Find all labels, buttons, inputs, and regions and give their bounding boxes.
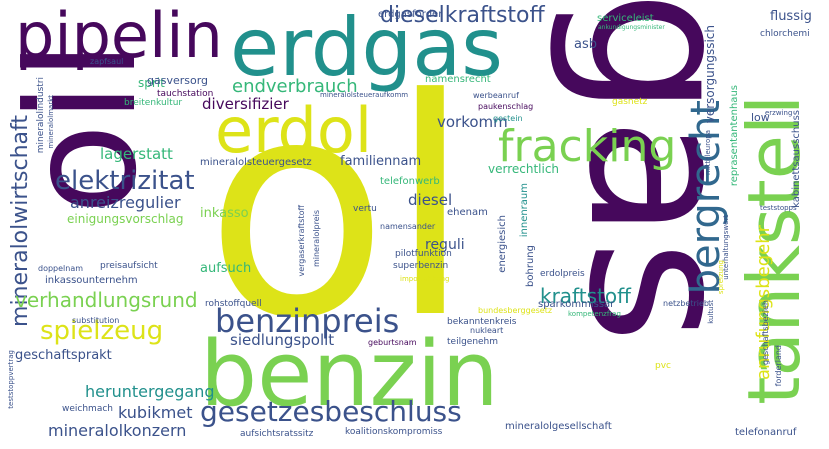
word-geburtsnam: geburtsnam — [368, 338, 417, 347]
word-forderland: forderland — [774, 345, 783, 387]
word-anreizregulier: anreizregulier — [70, 193, 181, 212]
word-dieselkraftstoff: dieselkraftstoff — [380, 3, 545, 28]
word-mineralolsteueraufkomm: mineralolsteueraufkomm — [320, 91, 409, 99]
word-kraftstoff: kraftstoff — [540, 284, 631, 308]
word-pilotfunktion: pilotfunktion — [395, 249, 452, 259]
word-pipelin: pipelin — [15, 0, 223, 72]
word-erdgasforder: erdgasforder — [378, 9, 443, 20]
word-energiesich: energiesich — [497, 215, 508, 273]
word-rohstoffquell: rohstoffquell — [205, 299, 262, 309]
word-erdolpreis: erdolpreis — [540, 269, 585, 279]
word-telefonwerb: telefonwerb — [380, 176, 440, 187]
word-erdol: erdol — [215, 94, 373, 167]
word-superbenzin: superbenzin — [393, 261, 449, 271]
word-vergaserkraftstoff: vergaserkraftstoff — [297, 205, 306, 277]
word-breitenkultur: breitenkultur — [124, 98, 183, 108]
word-gestein: gestein — [493, 114, 523, 123]
word-low: low — [751, 111, 770, 124]
word-versorgungssich: versorgungssich — [703, 25, 717, 124]
word-ankundigungsminister: ankundigungsminister — [598, 24, 665, 31]
word-inkasso: inkasso — [200, 206, 249, 221]
word-asb: asb — [574, 37, 597, 52]
word-diversifizier: diversifizier — [202, 95, 289, 113]
word-teststoppvertrag: teststoppvertrag — [7, 350, 15, 409]
word-gasnetz: gasnetz — [612, 97, 648, 107]
word-pvc: pvc — [655, 361, 671, 371]
word-tauchstation: tauchstation — [157, 89, 214, 99]
word-diesel: diesel — [408, 191, 453, 209]
word-flussig: flussig — [770, 9, 812, 24]
word-elektrizitat: elektrizitat — [55, 166, 195, 196]
word-namensander: namensander — [380, 222, 436, 231]
word-weichmach: weichmach — [62, 404, 113, 414]
word-mineralolkonzern: mineralolkonzern — [48, 421, 187, 440]
word-familiennam: familiennam — [340, 154, 422, 169]
word-heruntergegang: heruntergegang — [85, 382, 215, 401]
word-kompetenzfrag: kompetenzfrag — [568, 310, 621, 318]
word-einigungsvorschlag: einigungsvorschlag — [67, 212, 184, 226]
word-kabinettsausschuss: kabinettsausschuss — [791, 110, 802, 208]
word-benzin: benzin — [200, 322, 499, 427]
word-namensrecht: namensrecht — [425, 74, 491, 85]
word-chlorchemi: chlorchemi — [760, 29, 810, 39]
word-paukenschlag: paukenschlag — [478, 102, 534, 111]
word-telefonanruf: telefonanruf — [735, 427, 797, 438]
word-bekanntenkreis: bekanntenkreis — [447, 317, 517, 327]
word-geschaftsbezieh: geschaftsbezieh — [761, 300, 770, 365]
word-reguli: reguli — [425, 237, 465, 253]
word-erzwing: erzwing — [765, 109, 793, 117]
word-aufsichtsratssitz: aufsichtsratssitz — [240, 429, 314, 439]
word-verhandlungsrund: verhandlungsrund — [15, 288, 198, 312]
word-gasversorg: gasversorg — [147, 74, 209, 87]
word-nukleart: nukleart — [470, 326, 504, 335]
word-mineralolindustri: mineralolindustri — [36, 77, 46, 154]
word-ol: ol — [205, 35, 472, 384]
word-werbeanruf: werbeanruf — [473, 91, 519, 100]
word-lagerstatt: lagerstatt — [100, 145, 173, 163]
word-kultust: kultust — [707, 300, 715, 324]
word-geschaftsprakt: geschaftsprakt — [15, 348, 112, 363]
word-siedlungspolit: siedlungspolit — [230, 331, 335, 349]
word-spielzeug: spielzeug — [40, 316, 164, 346]
word-mineralolgesellschaft: mineralolgesellschaft — [505, 421, 612, 432]
word-erdgas: erdgas — [230, 1, 503, 94]
word-preisaufsicht: preisaufsicht — [100, 261, 158, 271]
word-aufsuch: aufsuch — [200, 261, 252, 276]
word-importabhang: importabhang — [400, 275, 450, 283]
word-doppelnam: doppelnam — [38, 264, 84, 273]
word-ehenam: ehenam — [447, 207, 488, 218]
word-innenraum: innenraum — [519, 183, 530, 238]
word-kubikmet: kubikmet — [118, 403, 193, 422]
word-sparkommissar: sparkommissar — [538, 299, 615, 310]
word-endverbrauch: endverbrauch — [232, 76, 358, 97]
word-verrechtlich: verrechtlich — [488, 162, 560, 176]
word-vorkomm: vorkomm — [437, 113, 508, 131]
word-substitution: substitution — [72, 316, 120, 325]
word-netzbetrieb: netzbetrieb — [663, 299, 709, 308]
word-spreizung: spreizung — [717, 260, 725, 295]
word-teststopps: teststopps — [760, 204, 797, 212]
word-koalitionskompromiss: koalitionskompromiss — [345, 427, 443, 437]
word-teilgenehm: teilgenehm — [447, 337, 499, 347]
word-mitteleuropa: mitteleuropa — [704, 130, 712, 175]
word-inkassounternehm: inkassounternehm — [45, 275, 138, 286]
word-mineralolpreis: mineralolpreis — [312, 210, 321, 268]
word-gesetzesbeschluss: gesetzesbeschluss — [200, 395, 462, 428]
word-benzinpreis: benzinpreis — [215, 302, 400, 340]
word-mineralolmarkt: mineralolmarkt — [47, 95, 55, 149]
word-zapfsaul: zapfsaul — [90, 57, 124, 66]
word-bundesberggesetz: bundesberggesetz — [478, 306, 553, 315]
word-fracking: fracking — [498, 121, 677, 172]
word-vertu: vertu — [353, 204, 377, 214]
word-sprit: sprit — [138, 76, 165, 90]
word-reprasentantenhaus: reprasentantenhaus — [729, 85, 740, 187]
word-bohrung: bohrung — [525, 245, 536, 287]
word-mineralolsteuergesetz: mineralolsteuergesetz — [200, 157, 312, 168]
word-serviceleist: serviceleist — [597, 13, 654, 24]
